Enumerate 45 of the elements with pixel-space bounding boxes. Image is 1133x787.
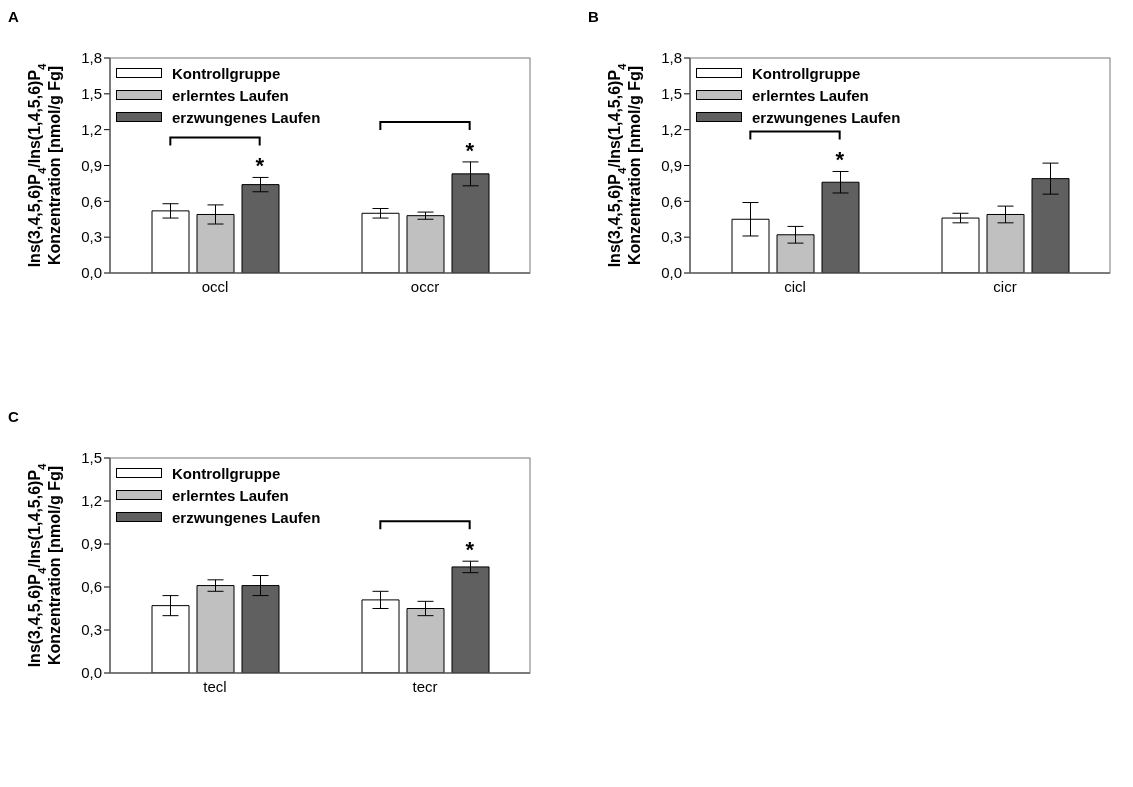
legend-label: erzwungenes Laufen [172, 508, 321, 526]
y-tick-label: 0,6 [661, 192, 682, 210]
legend-label: Kontrollgruppe [172, 64, 281, 82]
legend-label: erzwungenes Laufen [752, 108, 901, 126]
legend-label: erlerntes Laufen [752, 86, 869, 104]
bar [406, 215, 445, 273]
y-tick-label: 1,8 [81, 49, 102, 67]
annotation: * [835, 147, 845, 173]
x-tick-label: tecl [203, 677, 227, 695]
chart-title: A [8, 8, 19, 25]
y-tick-label: 1,8 [661, 49, 682, 67]
y-tick-label: 0,9 [81, 156, 102, 174]
legend-label: Kontrollgruppe [752, 64, 861, 82]
bar [941, 217, 980, 273]
y-tick-label: 0,9 [661, 156, 682, 174]
y-tick-label: 1,2 [81, 492, 102, 510]
x-tick-label: cicl [784, 277, 806, 295]
x-tick-label: occr [410, 277, 440, 295]
y-tick-label: 1,2 [661, 120, 682, 138]
x-tick-label: cicr [993, 277, 1017, 295]
annotation: * [255, 153, 265, 179]
y-tick-label: 1,5 [81, 85, 102, 103]
y-tick-label: 0,3 [81, 621, 102, 639]
chart-title: B [588, 8, 599, 25]
x-tick-label: tecr [412, 677, 438, 695]
y-tick-label: 0,3 [661, 228, 682, 246]
y-tick-label: 1,5 [81, 449, 102, 467]
y-tick-label: 0,0 [661, 264, 682, 282]
legend-label: Kontrollgruppe [172, 464, 281, 482]
legend-label: erzwungenes Laufen [172, 108, 321, 126]
annotation: * [465, 137, 475, 163]
x-tick-label: occl [201, 277, 229, 295]
annotation: * [465, 537, 475, 563]
y-tick-label: 0,0 [81, 264, 102, 282]
y-tick-label: 0,0 [81, 664, 102, 682]
y-tick-label: 0,3 [81, 228, 102, 246]
chart-title: C [8, 408, 19, 425]
y-tick-label: 1,5 [661, 85, 682, 103]
y-tick-label: 1,2 [81, 120, 102, 138]
legend-label: erlerntes Laufen [172, 86, 289, 104]
y-tick-label: 0,6 [81, 578, 102, 596]
y-tick-label: 0,6 [81, 192, 102, 210]
y-tick-label: 0,9 [81, 535, 102, 553]
bar [361, 212, 400, 273]
legend-label: erlerntes Laufen [172, 486, 289, 504]
